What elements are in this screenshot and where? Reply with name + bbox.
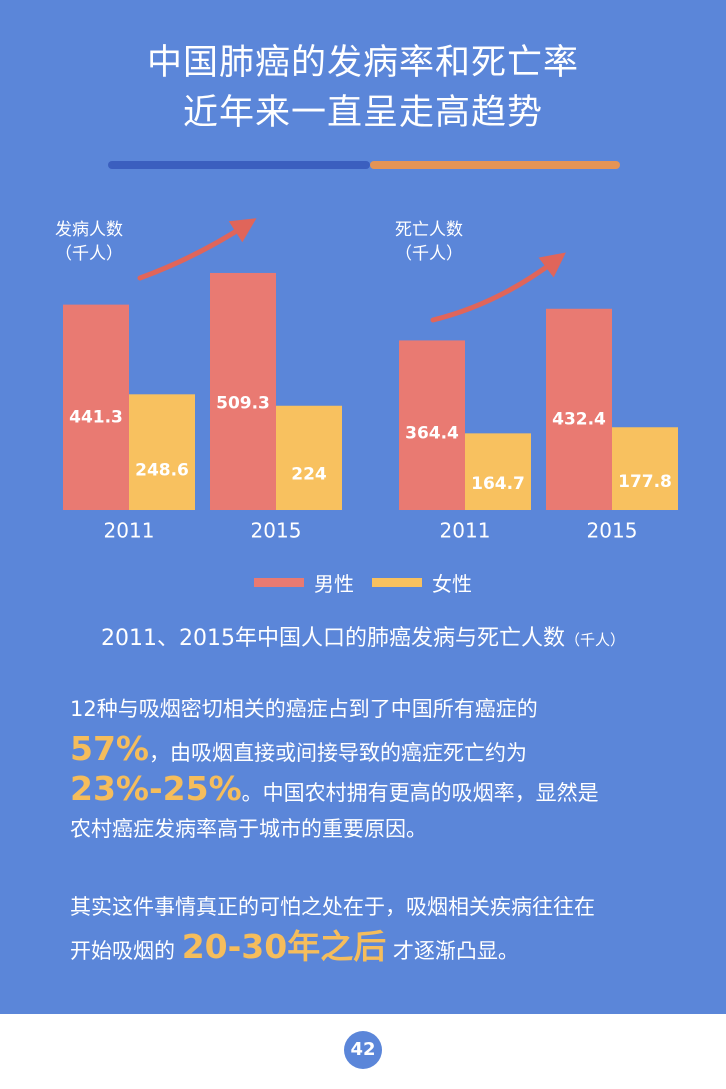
caption-unit: （千人） [564, 631, 625, 649]
incidence-value-label-male-2015: 509.3 [216, 393, 270, 413]
death-category-label-2015: 2015 [587, 519, 638, 543]
legend-swatch-female [372, 578, 422, 587]
title-line-2: 近年来一直呈走高趋势 [182, 93, 543, 133]
paragraph-1: 12种与吸烟密切相关的癌症占到了中国所有癌症的 57%，由吸烟直接或间接导致的癌… [70, 689, 680, 849]
incidence-value-label-female-2015: 224 [291, 465, 327, 485]
highlight-20-30-years: 20-30年之后 [181, 927, 387, 966]
incidence-bar-male-2015 [210, 272, 276, 510]
incidence-axis-title-line-2: （千人） [55, 244, 123, 264]
chart-caption: 2011、2015年中国人口的肺癌发病与死亡人数（千人） [0, 620, 726, 652]
page-number: 42 [344, 1031, 382, 1069]
death-category-label-2011: 2011 [440, 519, 491, 543]
legend: 男性 女性 [0, 568, 726, 597]
death-axis-title-line-2: （千人） [395, 244, 463, 264]
paragraph-2: 其实这件事情真正的可怕之处在于，吸烟相关疾病往往在 开始吸烟的 20-30年之后… [70, 887, 680, 967]
incidence-bar-female-2011 [129, 394, 195, 510]
highlight-57-percent: 57% [70, 729, 149, 768]
incidence-value-label-male-2011: 441.3 [69, 408, 123, 428]
death-axis-title: 死亡人数 （千人） [374, 218, 484, 266]
death-bar-male-2015 [546, 308, 612, 510]
paragraph-2-line-1: 其实这件事情真正的可怕之处在于，吸烟相关疾病往往在 [70, 895, 595, 919]
incidence-category-label-2011: 2011 [104, 519, 155, 543]
legend-label-female: 女性 [432, 572, 472, 596]
death-value-label-female-2015: 177.8 [618, 472, 672, 492]
paragraph-1-line-1: 12种与吸烟密切相关的癌症占到了中国所有癌症的 [70, 697, 538, 721]
legend-item-female: 女性 [372, 568, 472, 597]
death-value-label-male-2011: 364.4 [405, 424, 459, 444]
paragraph-1-line-3-text: 。中国农村拥有更高的吸烟率，显然是 [241, 781, 599, 805]
incidence-value-label-female-2011: 248.6 [135, 461, 189, 481]
death-bar-male-2011 [399, 340, 465, 510]
incidence-axis-title-line-1: 发病人数 [55, 220, 123, 240]
death-value-label-female-2011: 164.7 [471, 474, 525, 494]
infographic-page: 中国肺癌的发病率和死亡率 近年来一直呈走高趋势 发病人数 （千人） 死亡人数 （… [0, 0, 726, 1014]
highlight-23-25-percent: 23%-25% [70, 769, 242, 808]
paragraph-1-line-3: 23%-25%。中国农村拥有更高的吸烟率，显然是 [70, 769, 680, 809]
death-bar-female-2011 [465, 433, 531, 510]
incidence-category-label-2015: 2015 [251, 519, 302, 543]
bar-charts: 441.3 248.6 2011 509.3 224 2015 364.4 164.7 2011… [63, 218, 678, 543]
paragraph-2-line-2: 开始吸烟的 20-30年之后 才逐渐凸显。 [70, 927, 680, 967]
title-divider-left [108, 161, 370, 169]
paragraph-2-line-2-post: 才逐渐凸显。 [392, 939, 519, 963]
incidence-trend-arrow-icon [137, 218, 257, 281]
death-value-label-male-2015: 432.4 [552, 409, 606, 429]
title-divider-right [370, 161, 620, 169]
death-bar-female-2015 [612, 427, 678, 510]
paragraph-1-line-4: 农村癌症发病率高于城市的重要原因。 [70, 817, 427, 841]
paragraph-1-line-2-text: ，由吸烟直接或间接导致的癌症死亡约为 [149, 741, 527, 765]
legend-swatch-male [254, 578, 304, 587]
page-title: 中国肺癌的发病率和死亡率 近年来一直呈走高趋势 [0, 38, 726, 138]
paragraph-1-line-2: 57%，由吸烟直接或间接导致的癌症死亡约为 [70, 729, 680, 769]
death-trend-arrow-icon [430, 252, 566, 323]
caption-main: 2011、2015年中国人口的肺癌发病与死亡人数 [101, 626, 565, 651]
legend-label-male: 男性 [314, 572, 354, 596]
death-axis-title-line-1: 死亡人数 [395, 220, 463, 240]
incidence-bar-male-2011 [63, 304, 129, 510]
incidence-bar-female-2015 [276, 405, 342, 510]
title-line-1: 中国肺癌的发病率和死亡率 [146, 43, 579, 83]
incidence-axis-title: 发病人数 （千人） [34, 218, 144, 266]
paragraph-2-line-2-pre: 开始吸烟的 [70, 939, 175, 963]
legend-item-male: 男性 [254, 568, 354, 597]
